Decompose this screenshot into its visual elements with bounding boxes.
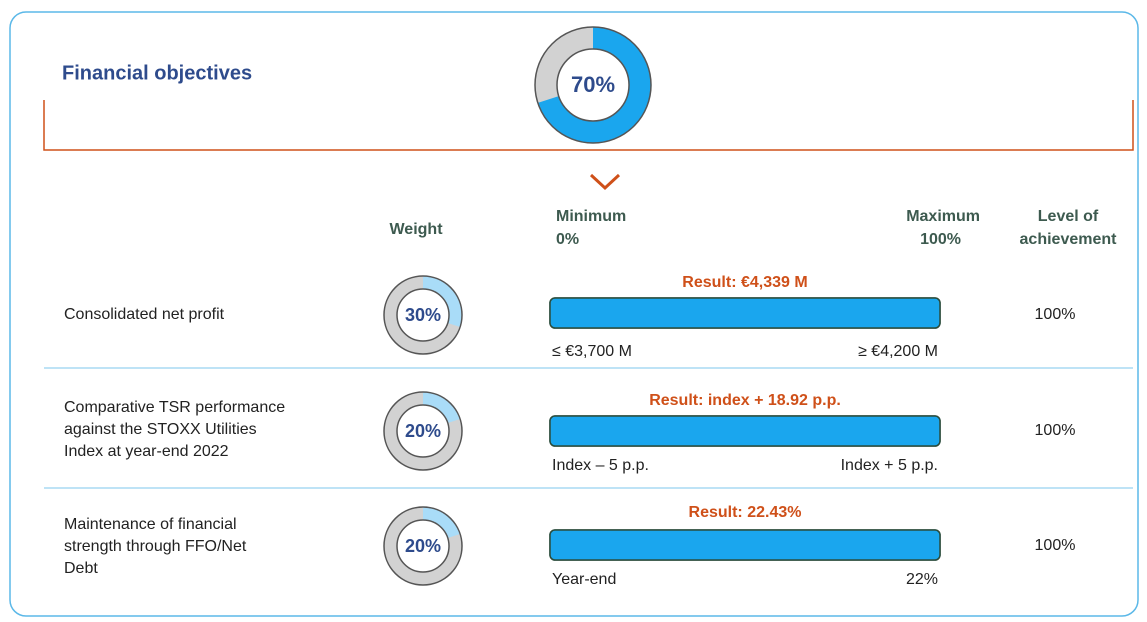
- donut-label: 20%: [405, 536, 441, 556]
- donut-outline: [383, 506, 463, 586]
- objective-name: Consolidated net profit: [64, 306, 225, 323]
- min-label: ≤ €3,700 M: [552, 343, 632, 360]
- achievement-header: Level of: [1038, 208, 1099, 225]
- donut-outline: [534, 26, 652, 144]
- title: Financial objectives: [62, 62, 252, 84]
- max-label: ≥ €4,200 M: [858, 343, 938, 360]
- result: Result: 22.43%: [689, 504, 802, 521]
- donut-arc: [537, 27, 652, 144]
- donut-label: 20%: [405, 421, 441, 441]
- achievement-bar: [549, 297, 941, 329]
- frame: [9, 11, 1139, 617]
- min-label: Year-end: [552, 571, 616, 588]
- achievement-bar: [549, 415, 941, 447]
- donut-outline: [383, 391, 463, 471]
- maximum-pct: 100%: [920, 231, 961, 248]
- chevron: [589, 173, 621, 191]
- minimum-pct: 0%: [556, 231, 579, 248]
- donut-outline: [396, 404, 450, 458]
- donut-outline: [396, 519, 450, 573]
- donut-arc: [423, 276, 462, 328]
- donut-label: 70%: [571, 72, 615, 97]
- minimum-header: Minimum: [556, 208, 626, 225]
- objective-name: strength through FFO/Net: [64, 538, 247, 555]
- achievement-header: achievement: [1020, 231, 1118, 248]
- achievement-bar: [549, 529, 941, 561]
- result: Result: index + 18.92 p.p.: [649, 392, 841, 409]
- bracket: [43, 100, 1134, 151]
- maximum-header: Maximum: [906, 208, 980, 225]
- donut-outline: [383, 275, 463, 355]
- objective-name: Debt: [64, 560, 98, 577]
- achievement: 100%: [1035, 422, 1076, 439]
- achievement: 100%: [1035, 537, 1076, 554]
- donut-arc: [423, 507, 461, 538]
- max-label: 22%: [906, 571, 938, 588]
- min-label: Index – 5 p.p.: [552, 457, 649, 474]
- objective-name: Index at year-end 2022: [64, 443, 229, 460]
- donut-arc: [423, 392, 461, 423]
- objective-name: Maintenance of financial: [64, 516, 237, 533]
- donut-label: 30%: [405, 305, 441, 325]
- objective-name: against the STOXX Utilities: [64, 421, 257, 438]
- result: Result: €4,339 M: [682, 274, 807, 291]
- weight-header: Weight: [389, 221, 443, 238]
- max-label: Index + 5 p.p.: [841, 457, 938, 474]
- donut-outline: [556, 48, 630, 122]
- donut-outline: [396, 288, 450, 342]
- objective-name: Comparative TSR performance: [64, 399, 285, 416]
- achievement: 100%: [1035, 306, 1076, 323]
